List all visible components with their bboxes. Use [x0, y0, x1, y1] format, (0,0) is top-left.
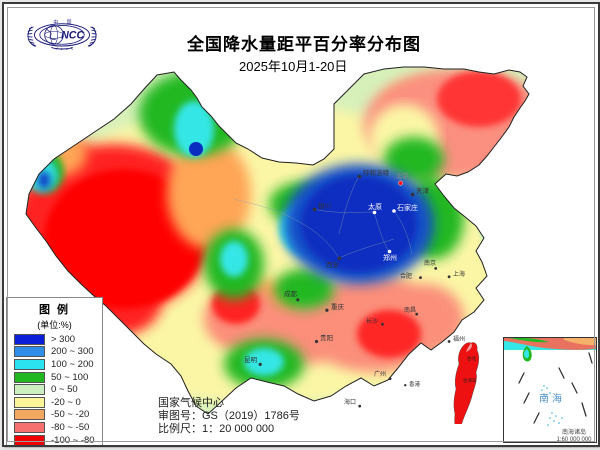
svg-text:北京: 北京	[396, 171, 410, 180]
svg-text:香港: 香港	[409, 380, 421, 388]
svg-text:成都: 成都	[284, 289, 298, 298]
svg-text:NCC: NCC	[61, 29, 84, 41]
svg-text:台湾岛: 台湾岛	[463, 377, 477, 384]
svg-text:银川: 银川	[318, 201, 331, 210]
svg-text:贵阳: 贵阳	[320, 333, 333, 342]
svg-text:台北: 台北	[467, 355, 476, 362]
svg-text:1:60 000 000: 1:60 000 000	[556, 437, 592, 443]
svg-text:天津: 天津	[416, 187, 430, 195]
svg-text:南海: 南海	[539, 392, 565, 405]
svg-text:昆明: 昆明	[244, 356, 258, 364]
svg-text:太原: 太原	[368, 202, 382, 211]
svg-text:重庆: 重庆	[331, 302, 345, 311]
svg-text:海口: 海口	[344, 398, 356, 406]
svg-text:南海诸岛: 南海诸岛	[562, 428, 586, 436]
svg-text:上海: 上海	[453, 270, 465, 278]
svg-text:长沙: 长沙	[366, 317, 378, 325]
svg-text:福州: 福州	[453, 335, 465, 343]
svg-text:南昌: 南昌	[404, 306, 416, 314]
svg-text:国: 国	[67, 20, 72, 26]
svg-text:合肥: 合肥	[400, 272, 412, 280]
svg-text:西安: 西安	[326, 260, 340, 269]
svg-text:呼和浩特: 呼和浩特	[363, 168, 390, 177]
svg-text:广州: 广州	[374, 370, 386, 378]
svg-text:南京: 南京	[424, 259, 436, 267]
svg-text:石家庄: 石家庄	[397, 203, 418, 212]
svg-text:郑州: 郑州	[383, 254, 397, 262]
